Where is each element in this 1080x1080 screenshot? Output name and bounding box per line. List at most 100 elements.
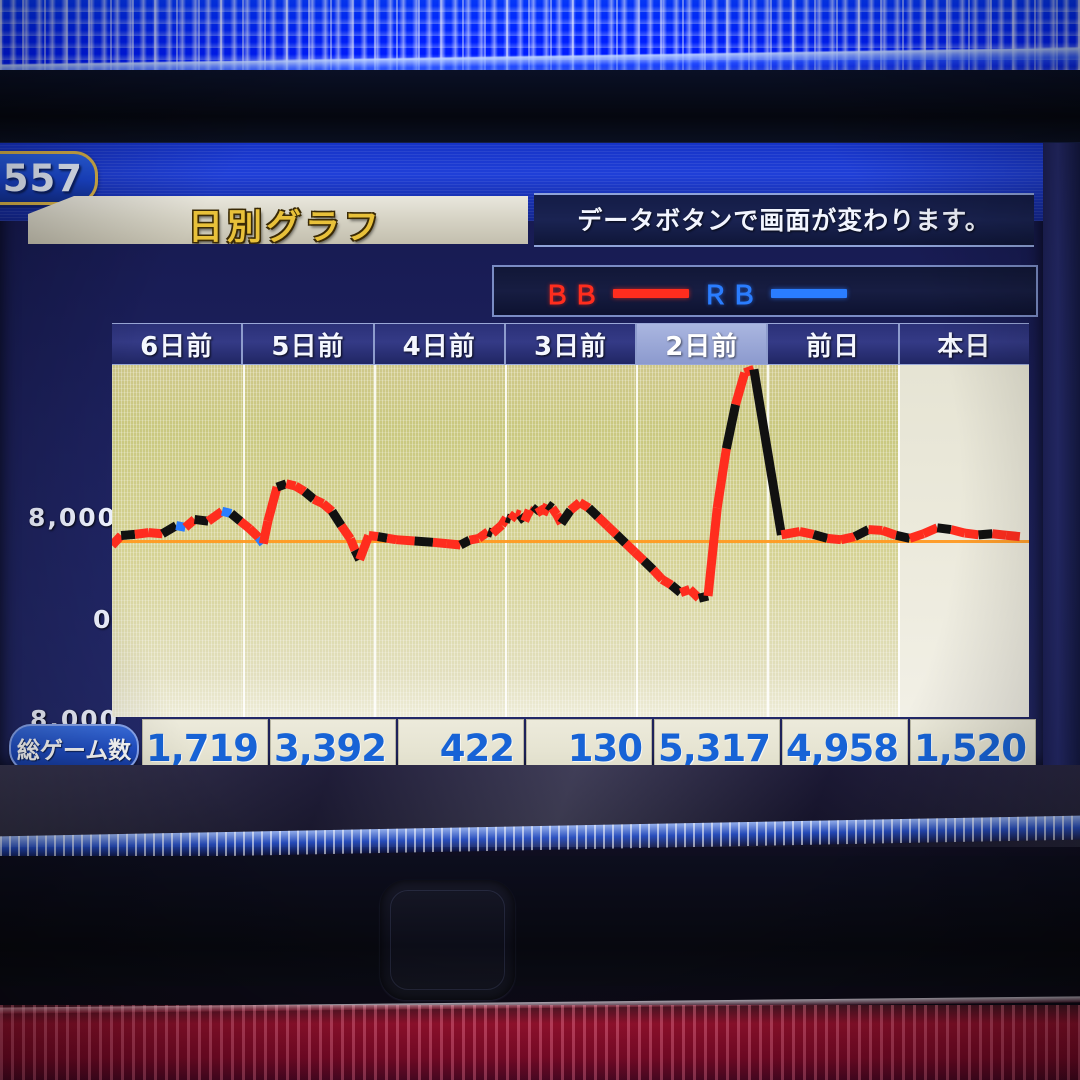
legend-label-bb: ＢＢ	[544, 281, 603, 311]
y-axis-label-zero: 0	[93, 605, 113, 634]
control-panel-shadow	[0, 856, 1080, 986]
daily-graph-plot	[112, 365, 1029, 717]
trend-segment	[880, 526, 898, 540]
cell-value: 422	[439, 726, 515, 766]
trend-segment	[311, 495, 325, 508]
table-cell-r0-c2: 422	[398, 719, 524, 765]
trend-segment	[258, 520, 273, 545]
trend-segment	[812, 530, 829, 543]
row-value-cells: 1,719 3,392 422 130 5,317 4,958 1,520	[142, 719, 1036, 765]
cell-value: 1,520	[913, 726, 1027, 766]
data-button[interactable]	[380, 880, 515, 1000]
trend-segment	[703, 507, 722, 597]
upper-bezel	[0, 70, 1080, 148]
trend-segment	[731, 371, 750, 406]
trend-segment	[346, 537, 360, 552]
day-column-label: 3日前	[533, 331, 608, 362]
legend-label-rb: ＲＢ	[702, 281, 761, 311]
day-column-header-4: 2日前	[637, 324, 769, 364]
row-label-pill: 総ゲーム数	[9, 724, 139, 765]
trend-segment	[577, 498, 592, 512]
trend-segment	[112, 532, 125, 549]
trend-segment	[868, 525, 883, 535]
trend-segment	[826, 533, 842, 545]
trend-segment	[668, 581, 684, 597]
table-cell-r0-c4: 5,317	[654, 719, 780, 765]
trend-segment	[246, 525, 262, 541]
trend-segment	[978, 529, 993, 540]
trend-segment	[504, 513, 513, 524]
trend-segment	[649, 566, 666, 583]
day-column-header-1: 5日前	[243, 324, 375, 364]
top-led-panel	[0, 0, 1080, 72]
trend-segment	[544, 501, 555, 512]
trend-segment	[275, 479, 288, 492]
trend-segment	[386, 533, 398, 545]
trend-segment	[507, 510, 520, 523]
cell-value: 130	[567, 726, 643, 766]
trend-segment	[514, 509, 522, 520]
screen-right-bezel	[1043, 143, 1080, 765]
trend-segment	[395, 535, 415, 546]
y-axis-label-top: 8,000	[28, 503, 118, 532]
day-column-header-0: 6日前	[112, 324, 244, 364]
trend-segment	[780, 527, 801, 540]
chart-legend: ＢＢ ＲＢ	[492, 265, 1038, 317]
trend-segment	[458, 536, 472, 549]
legend-swatch-bb	[613, 289, 690, 298]
red-led-strip	[0, 1005, 1080, 1080]
trend-segment	[908, 529, 925, 543]
data-display-screen[interactable]: 557 日別グラフ データボタンで画面が変わります。 ＢＢ ＲＢ 6日前 5日前 4…	[0, 143, 1043, 765]
trend-segment	[840, 532, 856, 545]
trend-segment	[205, 507, 225, 525]
trend-segment	[631, 548, 647, 565]
trend-segment	[613, 531, 629, 547]
payout-trend-line	[112, 365, 1021, 603]
cell-value: 5,317	[657, 726, 771, 766]
notice-text: データボタンで画面が変わります。	[577, 206, 991, 235]
trend-segment	[320, 500, 335, 515]
trend-segment	[527, 506, 536, 517]
page-title: 日別グラフ	[188, 208, 384, 248]
day-column-label: 6日前	[140, 331, 214, 362]
trend-segment	[355, 533, 373, 562]
trend-segment	[949, 525, 966, 538]
table-row: 総ゲーム数 1,719 3,392 422 130 5,317 4,958 1,520	[6, 719, 1036, 765]
day-column-header-3: 3日前	[506, 324, 638, 364]
page-title-banner: 日別グラフ	[28, 196, 528, 244]
trend-segment	[468, 533, 480, 545]
trend-segment	[594, 513, 611, 529]
trend-segment	[895, 530, 911, 543]
table-cell-r0-c6: 1,520	[910, 719, 1036, 765]
trend-segment	[328, 508, 346, 529]
table-cell-r0-c5: 4,958	[782, 719, 908, 765]
trend-segment	[220, 506, 233, 518]
day-column-label: 前日	[806, 331, 861, 362]
trend-segment	[622, 539, 638, 556]
trend-segment	[686, 586, 702, 602]
notice-bar: データボタンで画面が変わります。	[534, 193, 1034, 247]
trend-segment	[148, 528, 163, 539]
day-column-label: 2日前	[665, 331, 739, 362]
trend-segment	[712, 447, 731, 509]
trend-segment	[476, 528, 491, 543]
trend-segment	[640, 557, 657, 573]
trend-segment	[852, 525, 871, 541]
day-column-label: 4日前	[402, 331, 476, 362]
trend-segment	[414, 536, 434, 547]
trend-segment	[228, 510, 244, 525]
trend-segment	[936, 523, 952, 535]
trend-segment	[798, 527, 815, 539]
zero-baseline	[112, 540, 1029, 543]
trend-segment	[368, 531, 379, 542]
trend-segment	[497, 515, 511, 528]
trend-segment	[377, 532, 388, 543]
trend-segment	[697, 591, 710, 603]
trend-segment	[160, 521, 179, 538]
trend-segment	[721, 403, 740, 450]
day-column-header-5: 前日	[768, 324, 900, 364]
trend-segment	[749, 368, 786, 536]
trend-segment	[489, 521, 505, 537]
trend-segment	[337, 523, 355, 542]
